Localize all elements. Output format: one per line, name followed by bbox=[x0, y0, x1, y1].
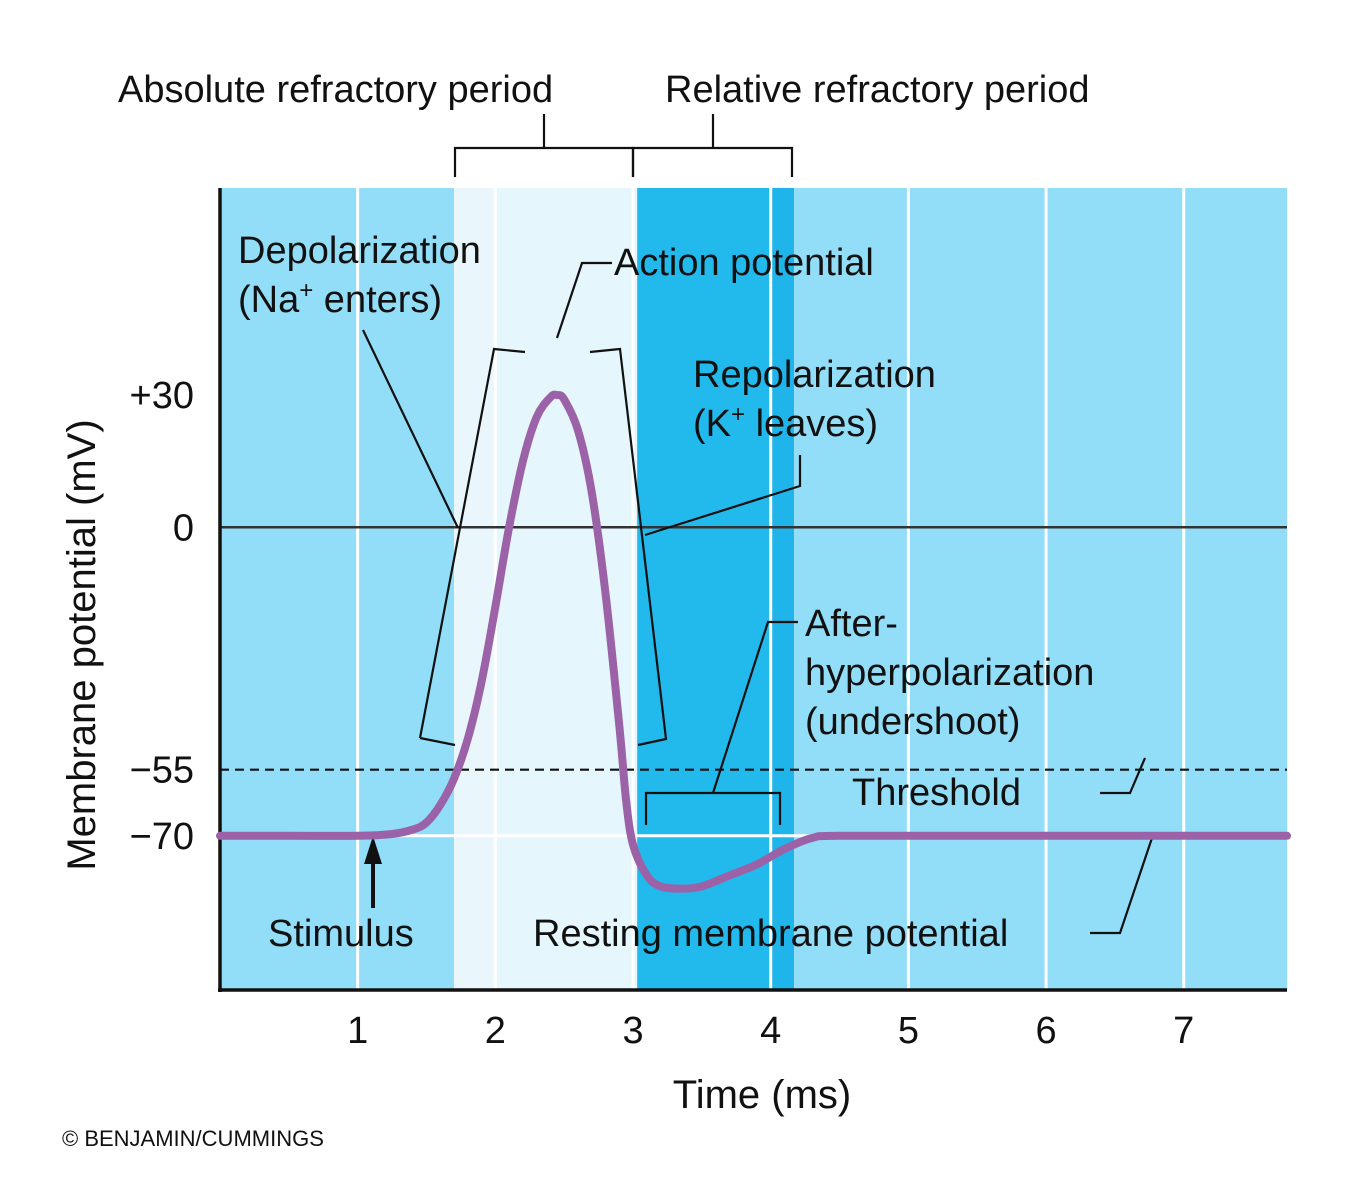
phase-band-4 bbox=[637, 188, 771, 990]
y-axis-title: Membrane potential (mV) bbox=[60, 419, 104, 870]
after-hyperpolarization-label-line3: (undershoot) bbox=[805, 701, 1020, 743]
resting-leader bbox=[1090, 837, 1154, 935]
phase-band-5 bbox=[770, 188, 795, 990]
potassium-charge: + bbox=[731, 401, 745, 428]
phase-band-1 bbox=[220, 188, 455, 990]
x-tick-label: 6 bbox=[1035, 1010, 1056, 1052]
repolarization-label-line2: (K+ leaves) bbox=[693, 401, 878, 445]
after-hyperpolarization-label-line1: After- bbox=[805, 603, 898, 645]
phase-band-6 bbox=[794, 188, 1287, 990]
y-tick-label: −70 bbox=[130, 816, 194, 858]
leader-lines bbox=[362, 114, 1154, 935]
depolarization-label-part1: (Na bbox=[238, 279, 300, 321]
y-tick-labels: +30 0 −55 −70 bbox=[130, 375, 194, 858]
stimulus-label: Stimulus bbox=[268, 913, 414, 955]
sodium-charge: + bbox=[299, 277, 313, 304]
absolute-refractory-bracket bbox=[453, 114, 635, 177]
y-tick-label: +30 bbox=[130, 375, 194, 417]
threshold-leader bbox=[1100, 757, 1147, 795]
depolarization-bracket bbox=[362, 329, 526, 747]
repolarization-label-part1: (K bbox=[693, 403, 731, 445]
x-tick-label: 1 bbox=[347, 1010, 368, 1052]
x-tick-label: 4 bbox=[760, 1010, 781, 1052]
phase-bands bbox=[220, 188, 1287, 990]
stimulus-arrow bbox=[364, 836, 382, 908]
repolarization-bracket bbox=[589, 347, 802, 747]
phase-band-3 bbox=[492, 188, 638, 990]
y-tick-label: 0 bbox=[173, 507, 194, 549]
x-axis-title: Time (ms) bbox=[673, 1073, 851, 1117]
y-tick-label: −55 bbox=[130, 750, 194, 792]
resting-potential-label: Resting membrane potential bbox=[533, 913, 1008, 955]
relative-refractory-bracket bbox=[631, 114, 794, 177]
x-tick-label: 3 bbox=[622, 1010, 643, 1052]
absolute-refractory-label: Absolute refractory period bbox=[118, 69, 553, 111]
depolarization-label-line2: (Na+ enters) bbox=[238, 277, 442, 321]
action-potential-curve bbox=[216, 390, 1291, 893]
after-hyperpolarization-bracket bbox=[644, 620, 798, 825]
action-potential-label: Action potential bbox=[614, 242, 874, 284]
action-potential-leader bbox=[555, 261, 612, 339]
copyright-credit: © BENJAMIN/CUMMINGS bbox=[62, 1126, 324, 1151]
threshold-label: Threshold bbox=[852, 772, 1021, 814]
x-tick-labels: 1 2 3 4 5 6 7 bbox=[347, 1010, 1194, 1052]
x-tick-label: 5 bbox=[898, 1010, 919, 1052]
after-hyperpolarization-label-line2: hyperpolarization bbox=[805, 652, 1094, 694]
depolarization-label-line1: Depolarization bbox=[238, 230, 481, 272]
depolarization-label-part2: enters) bbox=[313, 279, 442, 321]
repolarization-label-part2: leaves) bbox=[745, 403, 878, 445]
phase-band-2 bbox=[454, 188, 493, 990]
x-tick-label: 2 bbox=[485, 1010, 506, 1052]
repolarization-label-line1: Repolarization bbox=[693, 354, 936, 396]
relative-refractory-label: Relative refractory period bbox=[665, 69, 1090, 111]
x-tick-label: 7 bbox=[1173, 1010, 1194, 1052]
